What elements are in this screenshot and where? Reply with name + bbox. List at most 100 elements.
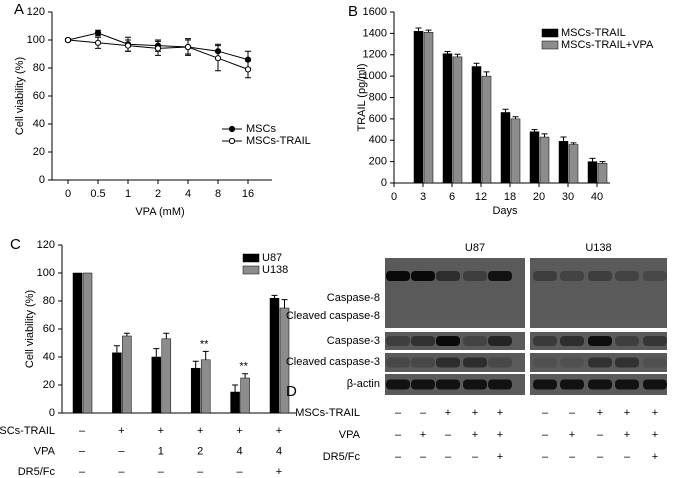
condition-cell: – bbox=[597, 451, 604, 463]
blot-band bbox=[615, 379, 639, 390]
bar bbox=[240, 377, 250, 414]
blot-band bbox=[560, 357, 584, 368]
bar bbox=[190, 367, 201, 414]
y-tick-label: 1400 bbox=[363, 27, 387, 39]
y-tick-label: 60 bbox=[43, 323, 55, 335]
x-tick-label: 0 bbox=[391, 191, 397, 203]
condition-label: VPA bbox=[339, 429, 361, 441]
x-tick-label: 2 bbox=[155, 188, 161, 200]
x-tick-label: 1 bbox=[125, 188, 131, 200]
y-tick-label: 1000 bbox=[363, 70, 387, 82]
y-tick-label: 80 bbox=[33, 62, 45, 74]
error-bar bbox=[502, 108, 509, 113]
x-axis-label: Days bbox=[492, 205, 518, 217]
y-tick-label: 120 bbox=[37, 239, 55, 251]
x-tick-label: 40 bbox=[591, 191, 603, 203]
blot-band bbox=[560, 336, 584, 346]
condition-cell: – bbox=[395, 429, 402, 441]
table-cell: + bbox=[276, 466, 282, 478]
condition-cell: – bbox=[420, 451, 427, 463]
bar bbox=[510, 118, 521, 184]
blot-band bbox=[463, 271, 487, 281]
condition-cell: + bbox=[445, 407, 451, 419]
blot-band bbox=[643, 357, 667, 368]
x-tick-label: 0 bbox=[65, 188, 71, 200]
condition-cell: – bbox=[445, 429, 452, 441]
blot-band bbox=[643, 379, 667, 390]
blot-band bbox=[533, 379, 557, 390]
legend-label: U138 bbox=[262, 264, 288, 276]
y-axis-label: Cell viability (%) bbox=[14, 57, 26, 135]
table-cell: – bbox=[79, 425, 86, 437]
bar bbox=[151, 356, 162, 414]
table-cell: + bbox=[158, 425, 164, 437]
blot-band bbox=[615, 357, 639, 368]
bar bbox=[452, 56, 463, 184]
point bbox=[184, 43, 192, 51]
table-cell: – bbox=[197, 466, 204, 478]
error-bar bbox=[123, 332, 130, 336]
label-bg bbox=[300, 258, 384, 395]
bar bbox=[423, 32, 434, 184]
blot-strip bbox=[385, 258, 525, 328]
error-bar bbox=[425, 29, 432, 33]
band-label: Caspase-8 bbox=[327, 292, 380, 304]
bar bbox=[471, 66, 482, 184]
error-bar bbox=[415, 27, 422, 32]
x-tick-label: 12 bbox=[475, 191, 487, 203]
bar bbox=[82, 272, 93, 414]
bar bbox=[568, 144, 579, 184]
blot-band bbox=[588, 271, 612, 281]
y-tick-label: 100 bbox=[37, 267, 55, 279]
cell-line-label: U87 bbox=[465, 242, 485, 254]
band-label: β-actin bbox=[347, 378, 380, 390]
condition-cell: + bbox=[497, 407, 503, 419]
blot-band bbox=[463, 379, 487, 390]
legend-swatch bbox=[242, 253, 260, 263]
panel-label: B bbox=[348, 3, 358, 20]
condition-cell: – bbox=[395, 451, 402, 463]
condition-cell: + bbox=[472, 407, 478, 419]
x-tick-label: 30 bbox=[562, 191, 574, 203]
x-axis-label: VPA (mM) bbox=[135, 206, 184, 218]
error-bar bbox=[281, 299, 288, 308]
blot-band bbox=[386, 357, 410, 368]
table-cell: – bbox=[237, 466, 244, 478]
table-label: VPA bbox=[34, 445, 56, 457]
table-cell: – bbox=[118, 466, 125, 478]
blot-band bbox=[643, 336, 667, 346]
panel-label: D bbox=[286, 383, 297, 400]
table-cell: 2 bbox=[197, 445, 203, 457]
point bbox=[214, 55, 222, 62]
condition-cell: – bbox=[569, 407, 576, 419]
blot-band bbox=[533, 357, 557, 368]
table-cell: – bbox=[79, 445, 86, 457]
bar bbox=[539, 136, 550, 184]
blot-band bbox=[488, 379, 512, 390]
legend-swatch bbox=[242, 265, 260, 275]
blot-band bbox=[436, 357, 460, 368]
table-label: MSCs-TRAIL bbox=[0, 425, 55, 437]
error-bar bbox=[473, 62, 480, 67]
condition-cell: + bbox=[497, 451, 503, 463]
bar bbox=[558, 141, 569, 184]
error-bar bbox=[599, 161, 606, 164]
panel-label: C bbox=[10, 236, 21, 253]
blot-band bbox=[488, 271, 512, 281]
annotation: ** bbox=[239, 361, 248, 373]
blot-strip bbox=[530, 258, 667, 328]
blot-band bbox=[588, 357, 612, 368]
x-tick-label: 18 bbox=[504, 191, 516, 203]
blot-band bbox=[436, 271, 460, 281]
condition-cell: + bbox=[472, 429, 478, 441]
bar bbox=[72, 272, 83, 414]
error-bar bbox=[163, 332, 170, 339]
bar bbox=[200, 359, 211, 414]
table-cell: 4 bbox=[276, 445, 282, 457]
y-tick-label: 0 bbox=[49, 407, 55, 419]
blot-band bbox=[436, 379, 460, 390]
blot-band bbox=[643, 271, 667, 281]
condition-cell: – bbox=[472, 451, 479, 463]
error-bar bbox=[192, 360, 199, 369]
error-bar bbox=[531, 129, 538, 132]
